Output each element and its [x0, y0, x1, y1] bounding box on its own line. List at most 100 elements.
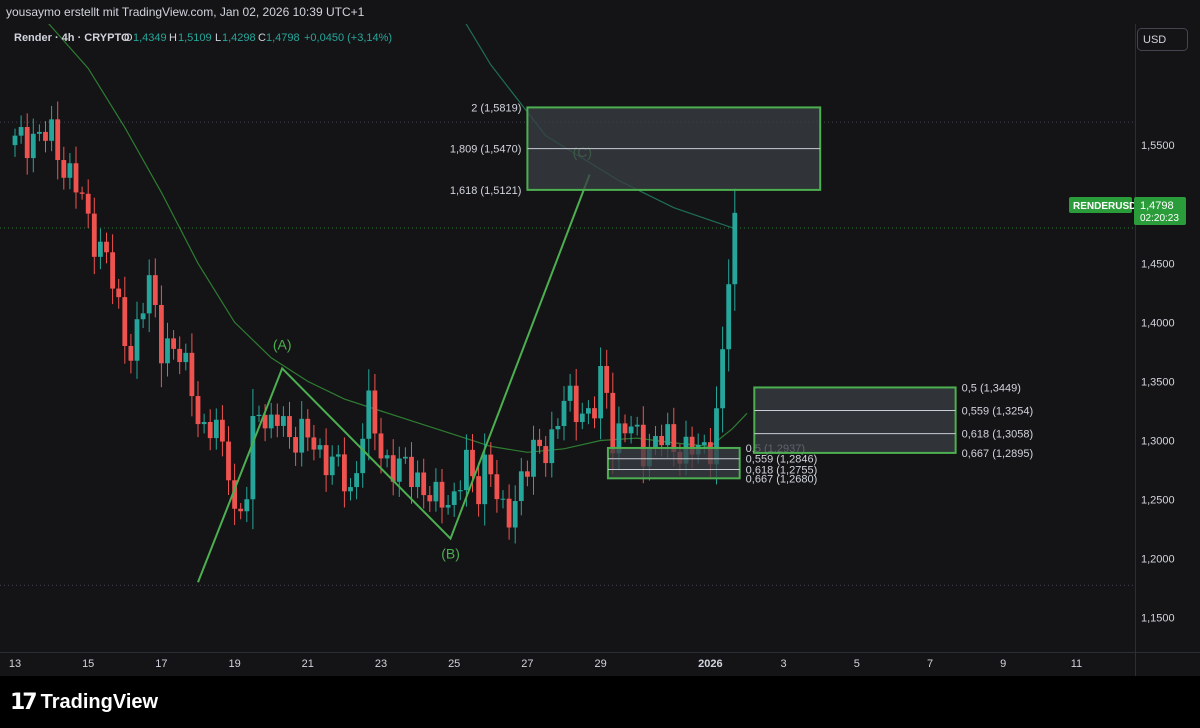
candle-body — [689, 436, 695, 455]
candle-body — [451, 491, 457, 505]
fib-zones: 2 (1,5819) 1,809 (1,5470) 1,618 (1,5121) 0,… — [450, 102, 1033, 485]
candle-body — [592, 408, 597, 419]
candle-body — [415, 472, 420, 488]
candle-body — [226, 441, 231, 481]
x-tick-label: 23 — [375, 658, 387, 670]
candle-body — [250, 416, 256, 500]
candle-body — [293, 437, 298, 453]
candle-body — [586, 408, 591, 414]
candle-body — [573, 385, 579, 423]
y-tick-label: 1,4500 — [1141, 258, 1175, 270]
currency-button[interactable]: USD — [1137, 28, 1188, 51]
legend-close: 1,4798 — [266, 32, 300, 44]
candle-body — [665, 424, 671, 446]
fib-zone-box — [753, 386, 957, 454]
candle-body — [616, 423, 622, 454]
candle-body — [488, 454, 494, 475]
candle-body — [323, 445, 329, 476]
candle-body — [61, 160, 67, 178]
candle-body — [579, 413, 585, 423]
wave-label: (A) — [273, 337, 292, 353]
x-axis-ticks: 13 15 17 19 21 23 25 27 29 2026 3 5 7 9 11 — [9, 658, 1082, 670]
candle-body — [73, 163, 79, 193]
candle-body — [567, 385, 573, 401]
y-tick-label: 1,2000 — [1141, 554, 1175, 566]
wave-label: (B) — [441, 546, 460, 562]
candle-body — [409, 456, 414, 488]
legend-high-label: H — [169, 32, 177, 44]
tradingview-logo[interactable]: 17 TradingView — [10, 688, 158, 716]
candle-body — [537, 439, 542, 447]
x-tick-label: 21 — [302, 658, 314, 670]
candle-body — [110, 252, 115, 289]
x-tick-label: 13 — [9, 658, 21, 670]
footer: 17 TradingView — [0, 676, 1200, 728]
candle-body — [152, 275, 158, 305]
fib-level-label: 0,618 (1,3058) — [962, 429, 1034, 441]
candle-body — [67, 163, 73, 178]
currency-label: USD — [1143, 34, 1166, 46]
x-tick-label: 19 — [228, 658, 240, 670]
candle-body — [177, 348, 183, 363]
candle-body — [714, 408, 719, 465]
candle-body — [85, 193, 91, 214]
candle-body — [506, 498, 512, 528]
candle-body — [445, 504, 451, 508]
candle-body — [482, 454, 488, 505]
price-chart[interactable]: (A)(B)(C) 2 (1,5819)1,809 (1,5470)1,618 … — [0, 24, 1200, 676]
candle-body — [189, 352, 195, 397]
credit-bar: yousaymo erstellt mit TradingView.com, J… — [0, 0, 1200, 24]
candle-body — [329, 456, 335, 476]
candle-body — [390, 455, 396, 482]
x-tick-label: 15 — [82, 658, 94, 670]
candle-body — [201, 421, 207, 425]
candle-body — [220, 419, 225, 442]
price-tag-countdown: 02:20:23 — [1140, 213, 1179, 224]
legend-low-label: L — [215, 32, 221, 44]
fib-level-label: 0,559 (1,3254) — [962, 405, 1034, 417]
x-tick-label: 27 — [521, 658, 533, 670]
candle-body — [640, 424, 646, 467]
x-tick-label: 9 — [1000, 658, 1006, 670]
fib-level-label: 2 (1,5819) — [471, 102, 521, 114]
candle-body — [342, 454, 347, 492]
symbol-tag-text: RENDERUSD — [1073, 201, 1136, 212]
candle-body — [232, 480, 237, 509]
y-tick-label: 1,2500 — [1141, 495, 1175, 507]
x-tick-label: 5 — [854, 658, 860, 670]
candle-body — [244, 499, 250, 512]
fib-level-label: 0,5 (1,3449) — [962, 382, 1021, 394]
x-tick-label: 29 — [594, 658, 606, 670]
candle-body — [140, 313, 146, 320]
candle-body — [439, 481, 445, 508]
candle-body — [30, 133, 36, 159]
candle-body — [159, 304, 164, 364]
tradingview-wordmark: TradingView — [40, 690, 159, 713]
candle-body — [348, 487, 353, 492]
symbol-tag-bg — [1069, 197, 1132, 213]
candle-body — [18, 127, 24, 136]
candle-body — [598, 366, 603, 419]
candle-body — [335, 454, 341, 457]
candle-body — [378, 433, 384, 459]
x-tick-label: 25 — [448, 658, 460, 670]
price-tag-bg — [1134, 197, 1186, 225]
candle-body — [305, 418, 311, 438]
candle-body — [500, 498, 506, 500]
candle-body — [720, 349, 725, 409]
candle-body — [311, 437, 317, 450]
candle-body — [549, 429, 555, 464]
x-tick-label: 3 — [781, 658, 787, 670]
candle-body — [37, 131, 42, 134]
last-price-tag: RENDERUSD 1,4798 02:20:23 — [1069, 197, 1186, 225]
x-tick-label: 2026 — [698, 658, 722, 670]
candle-body — [543, 446, 549, 464]
candle-body — [55, 119, 61, 161]
candle-body — [732, 212, 738, 285]
price-axis[interactable] — [1136, 24, 1200, 654]
legend-high: 1,5109 — [178, 32, 212, 44]
candle-body — [421, 472, 427, 496]
legend-open-label: O — [124, 32, 133, 44]
candle-body — [134, 319, 140, 361]
